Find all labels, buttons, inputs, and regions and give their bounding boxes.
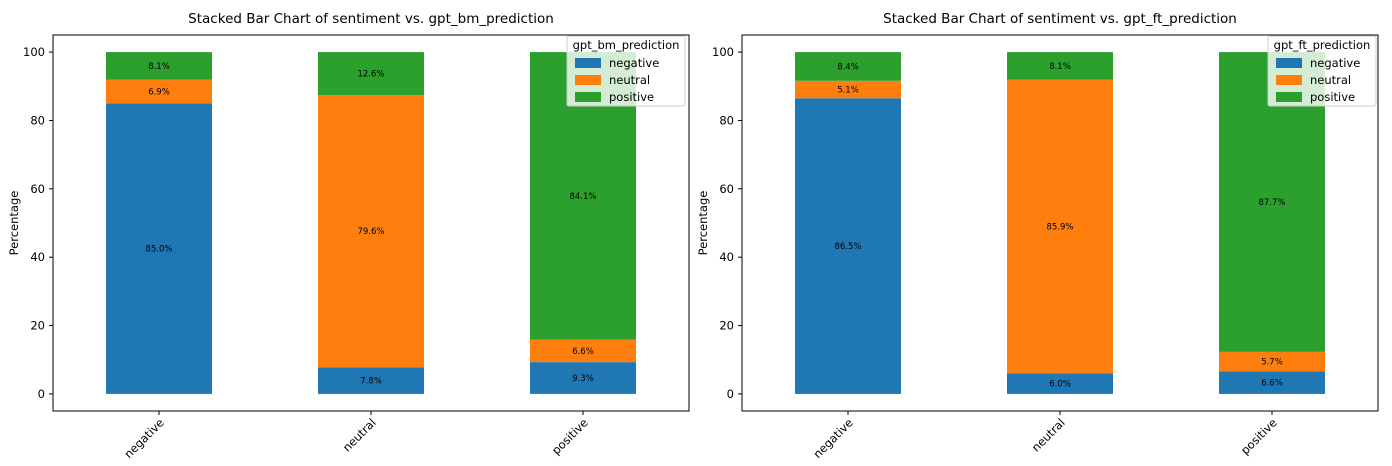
legend-item-label: neutral xyxy=(609,73,650,87)
bar-negative-neutral xyxy=(106,79,212,104)
bar-value-label: 85.9% xyxy=(1046,223,1073,233)
legend-item-label: positive xyxy=(609,90,654,104)
legend-item-label: negative xyxy=(609,56,659,70)
ytick-label: 60 xyxy=(719,182,734,196)
right-chart-legend: gpt_ft_prediction negative neutral positiv… xyxy=(1267,35,1377,107)
bar-value-label: 7.8% xyxy=(360,377,382,387)
bar-value-label: 6.6% xyxy=(1261,379,1283,389)
xtick-label: neutral xyxy=(340,416,379,455)
bar-value-label: 5.1% xyxy=(837,86,859,96)
xtick-label: positive xyxy=(549,416,591,458)
bar-positive-negative xyxy=(530,362,636,394)
bar-neutral-neutral xyxy=(1007,79,1113,374)
left-chart-frame xyxy=(52,34,690,412)
ytick-label: 0 xyxy=(727,387,734,401)
bar-value-label: 8.4% xyxy=(837,62,859,72)
bar-positive-neutral xyxy=(530,339,636,363)
bar-neutral-negative xyxy=(1007,373,1113,394)
right-chart-yaxis: 0 20 40 60 80 100 xyxy=(712,45,742,401)
left-chart-legend: gpt_bm_prediction negative neutral positiv… xyxy=(566,35,686,107)
left-chart-yaxis: 0 20 40 60 80 100 xyxy=(23,45,53,401)
right-chart-frame xyxy=(741,34,1379,412)
left-chart-xaxis: negative neutral positive xyxy=(121,411,591,461)
legend-swatch xyxy=(1276,92,1302,102)
legend-swatch xyxy=(575,92,601,102)
ytick-label: 100 xyxy=(712,45,734,59)
bar-negative-negative xyxy=(795,98,901,394)
bar-neutral-positive xyxy=(318,52,424,96)
ytick-label: 80 xyxy=(30,113,45,127)
right-legend-title: gpt_ft_prediction xyxy=(1274,38,1371,52)
right-chart-ylabel: Percentage xyxy=(696,191,710,256)
bar-negative-negative xyxy=(106,103,212,394)
right-chart-xaxis: negative neutral positive xyxy=(810,411,1280,461)
bar-neutral-neutral xyxy=(318,95,424,368)
legend-item-label: negative xyxy=(1310,56,1360,70)
legend-item-label: neutral xyxy=(1310,73,1351,87)
xtick-label: neutral xyxy=(1029,416,1068,455)
legend-item-label: positive xyxy=(1310,90,1355,104)
legend-swatch xyxy=(1276,75,1302,85)
bar-value-label: 84.1% xyxy=(569,192,596,202)
legend-swatch xyxy=(575,58,601,68)
bar-value-label: 6.0% xyxy=(1049,380,1071,390)
bar-value-label: 8.1% xyxy=(148,62,170,72)
bar-value-label: 79.6% xyxy=(357,227,384,237)
bar-positive-neutral xyxy=(1219,351,1325,372)
ytick-label: 0 xyxy=(38,387,45,401)
bar-value-label: 86.5% xyxy=(834,242,861,252)
ytick-label: 20 xyxy=(719,319,734,333)
bar-value-label: 9.3% xyxy=(572,374,594,384)
bar-value-label: 6.6% xyxy=(572,347,594,357)
left-chart: Stacked Bar Chart of sentiment vs. gpt_b… xyxy=(7,11,690,461)
bar-value-label: 87.7% xyxy=(1258,198,1285,208)
xtick-label: negative xyxy=(121,416,166,461)
bar-neutral-negative xyxy=(318,367,424,394)
left-chart-bars: 85.0% 6.9% 8.1% 7.8% 79.6% 12.6% 9.3% 6.6% 84.1% xyxy=(106,52,636,394)
left-chart-title: Stacked Bar Chart of sentiment vs. gpt_b… xyxy=(188,11,554,27)
bar-value-label: 8.1% xyxy=(1049,62,1071,72)
ytick-label: 100 xyxy=(23,45,45,59)
bar-value-label: 6.9% xyxy=(148,88,170,98)
left-legend-box xyxy=(566,35,686,107)
bar-positive-negative xyxy=(1219,371,1325,394)
right-chart: Stacked Bar Chart of sentiment vs. gpt_f… xyxy=(696,11,1379,461)
right-chart-bars: 86.5% 5.1% 8.4% 6.0% 85.9% 8.1% 6.6% 5.7% 87.7% xyxy=(795,52,1325,394)
legend-swatch xyxy=(1276,58,1302,68)
bar-negative-neutral xyxy=(795,80,901,99)
left-legend-title: gpt_bm_prediction xyxy=(573,38,680,52)
right-legend-box xyxy=(1267,35,1377,107)
xtick-label: positive xyxy=(1238,416,1280,458)
bar-value-label: 5.7% xyxy=(1261,358,1283,368)
ytick-label: 20 xyxy=(30,319,45,333)
bar-value-label: 12.6% xyxy=(357,70,384,80)
xtick-label: negative xyxy=(810,416,855,461)
legend-swatch xyxy=(575,75,601,85)
bar-value-label: 85.0% xyxy=(145,245,172,255)
bar-negative-positive xyxy=(795,52,901,81)
ytick-label: 40 xyxy=(30,250,45,264)
ytick-label: 80 xyxy=(719,113,734,127)
left-chart-ylabel: Percentage xyxy=(7,191,21,256)
bar-neutral-positive xyxy=(1007,52,1113,80)
ytick-label: 40 xyxy=(719,250,734,264)
bar-negative-positive xyxy=(106,52,212,80)
ytick-label: 60 xyxy=(30,182,45,196)
right-chart-title: Stacked Bar Chart of sentiment vs. gpt_f… xyxy=(883,11,1237,27)
